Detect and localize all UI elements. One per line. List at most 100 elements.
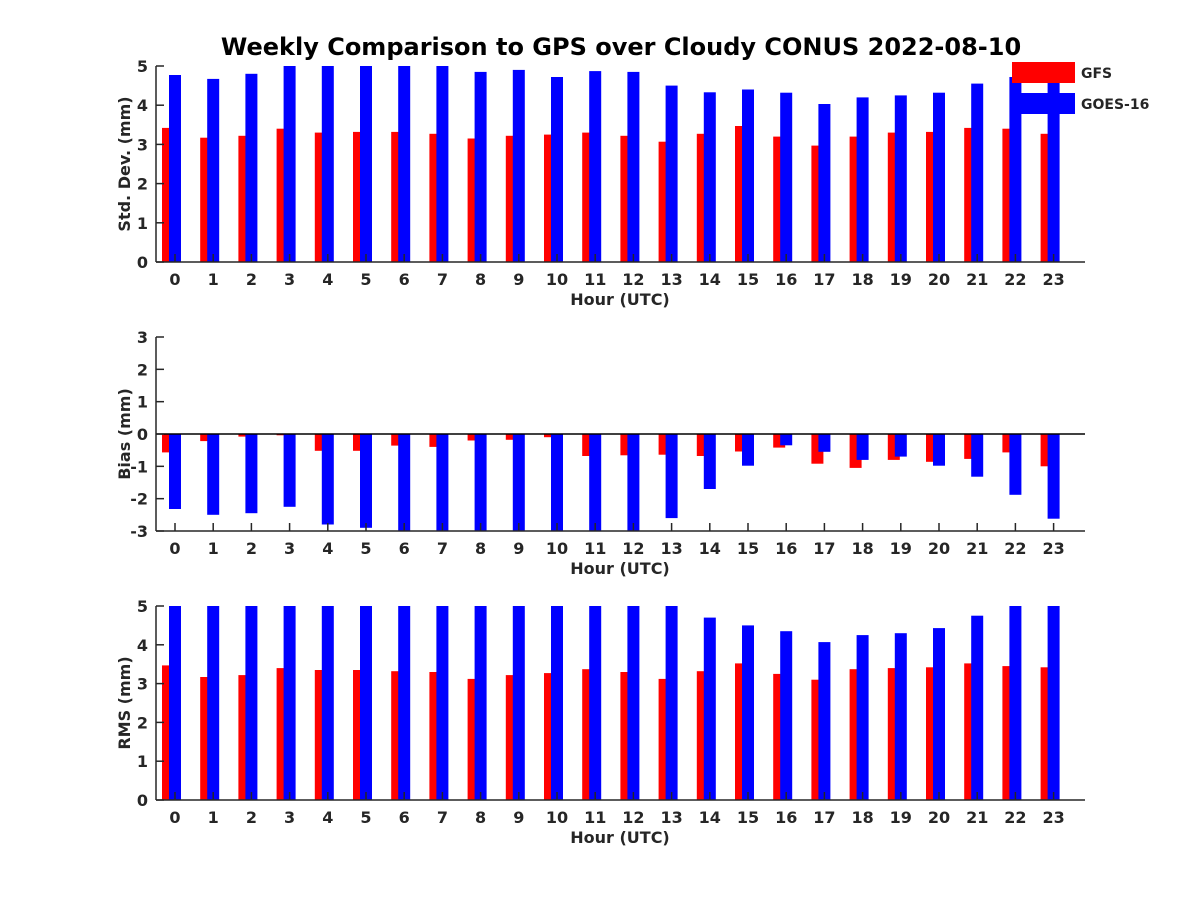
y-axis-label: RMS (mm) [115,656,134,749]
bar-goes-16-18 [856,434,869,460]
y-tick-label: 4 [137,96,148,115]
bar-goes-16-17 [818,434,831,452]
x-tick-label: 9 [513,808,524,827]
y-tick-label: 0 [137,791,148,810]
x-tick-label: 5 [360,270,371,289]
bar-goes-16-3 [283,606,296,800]
bar-goes-16-8 [474,71,487,263]
bar-goes-16-0 [169,606,181,800]
bar-goes-16-20 [933,434,945,466]
legend-swatch-gfs [1012,62,1075,83]
y-tick-label: -1 [130,457,148,476]
y-axis-label: Std. Dev. (mm) [115,96,134,231]
y-tick-label: 2 [137,360,148,379]
x-tick-label: 2 [246,539,257,558]
x-tick-label: 10 [546,539,568,558]
x-tick-label: 13 [660,270,682,289]
x-tick-label: 22 [1004,270,1026,289]
x-tick-label: 3 [284,270,295,289]
bar-goes-16-15 [742,434,754,466]
x-axis-label: Hour (UTC) [570,290,670,309]
bar-goes-16-20 [933,628,945,800]
bar-goes-16-13 [665,434,678,519]
y-tick-label: 1 [137,393,148,412]
legend-swatch-goes-16 [1012,93,1075,114]
chart-title: Weekly Comparison to GPS over Cloudy CON… [221,33,1021,61]
x-tick-label: 15 [737,270,759,289]
bar-goes-16-10 [551,77,563,262]
bar-goes-16-6 [398,66,411,262]
bar-goes-16-12 [627,71,640,263]
bar-goes-16-4 [321,434,334,525]
bar-goes-16-3 [283,66,296,262]
bar-goes-16-14 [703,92,716,262]
bar-goes-16-7 [436,66,449,262]
x-tick-label: 18 [851,539,873,558]
x-tick-label: 6 [399,808,410,827]
x-tick-label: 22 [1004,539,1026,558]
x-tick-label: 10 [546,270,568,289]
x-tick-label: 21 [966,270,988,289]
bar-goes-16-23 [1047,434,1060,519]
bar-goes-16-4 [321,606,334,800]
x-tick-label: 0 [169,270,180,289]
bar-goes-16-14 [703,617,716,800]
bar-gfs-6 [391,434,404,446]
bar-goes-16-13 [665,85,678,262]
x-tick-label: 11 [584,270,606,289]
x-tick-label: 3 [284,808,295,827]
x-tick-label: 7 [437,270,448,289]
x-tick-label: 23 [1042,539,1064,558]
bar-goes-16-13 [665,606,678,800]
bar-goes-16-5 [360,66,372,262]
x-tick-label: 8 [475,808,486,827]
x-tick-label: 4 [322,539,333,558]
bar-goes-16-22 [1009,606,1022,800]
bar-goes-16-19 [894,95,907,263]
y-tick-label: 2 [137,713,148,732]
bar-goes-16-7 [436,434,449,531]
x-tick-label: 16 [775,270,797,289]
bar-goes-16-1 [207,78,220,263]
legend: GFS GOES-16 [1012,62,1149,114]
x-tick-label: 0 [169,539,180,558]
bar-goes-16-4 [321,66,334,262]
y-tick-label: 5 [137,597,148,616]
bar-goes-16-17 [818,642,831,800]
x-tick-label: 15 [737,539,759,558]
bar-goes-16-9 [512,606,525,800]
x-tick-label: 12 [622,270,644,289]
bar-gfs-10 [544,434,556,438]
x-tick-label: 14 [699,808,721,827]
x-tick-label: 23 [1042,270,1064,289]
x-tick-label: 19 [890,808,912,827]
y-tick-label: -3 [130,522,148,541]
bar-goes-16-16 [780,92,793,262]
bar-goes-16-22 [1009,77,1022,262]
x-tick-label: 9 [513,539,524,558]
y-tick-label: 5 [137,57,148,76]
bar-goes-16-5 [360,434,372,528]
x-tick-label: 20 [928,808,950,827]
x-tick-label: 5 [360,539,371,558]
bar-goes-16-11 [589,606,602,800]
x-tick-label: 8 [475,270,486,289]
y-tick-label: 1 [137,752,148,771]
bar-goes-16-12 [627,434,640,531]
x-tick-label: 4 [322,808,333,827]
x-tick-label: 6 [399,539,410,558]
bar-goes-16-9 [512,434,525,531]
bar-gfs-1 [200,434,213,442]
bar-goes-16-2 [245,73,258,262]
bar-goes-16-8 [474,606,487,800]
bar-gfs-9 [505,434,518,440]
bar-goes-16-21 [971,615,984,800]
x-tick-label: 13 [660,808,682,827]
bar-goes-16-10 [551,434,563,531]
x-tick-label: 2 [246,270,257,289]
bar-goes-16-1 [207,434,220,515]
